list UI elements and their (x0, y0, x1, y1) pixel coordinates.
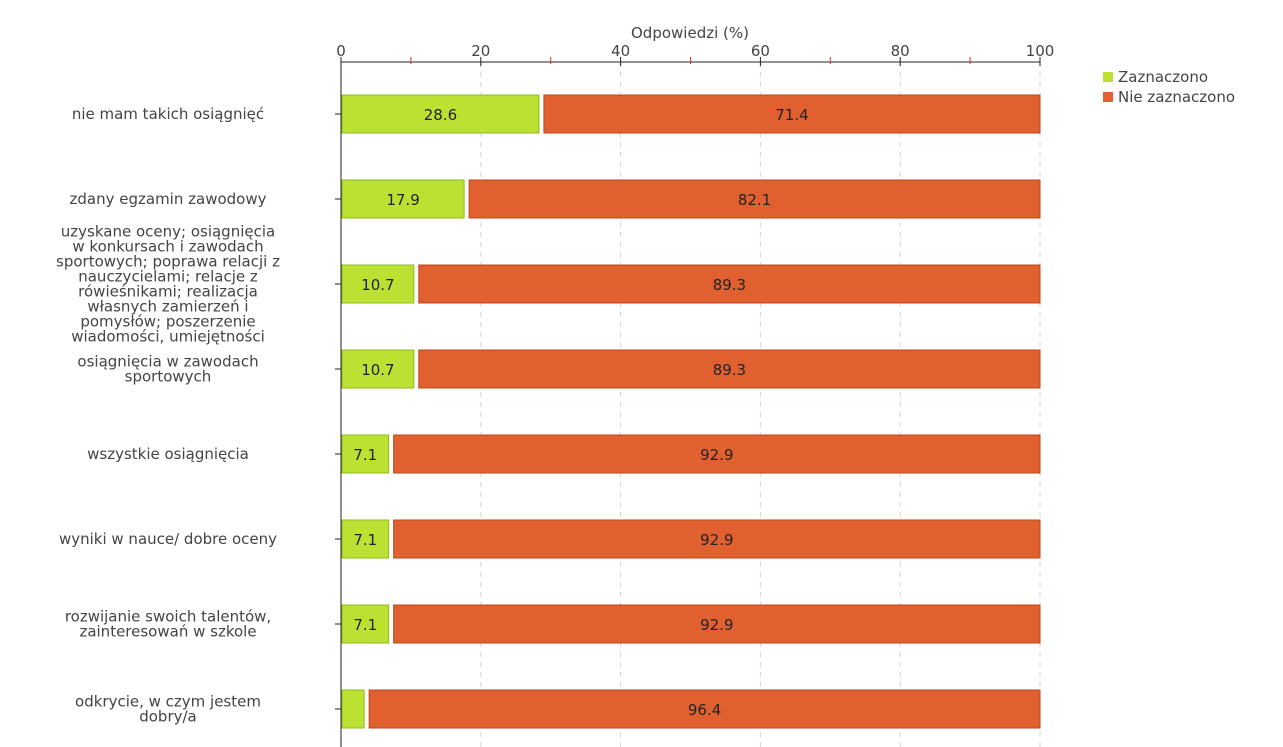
category-label-line: dobry/a (139, 708, 197, 726)
category-label: wszystkie osiągnięcia (87, 445, 249, 463)
category-label-line: w konkursach i zawodach (72, 238, 263, 256)
bar-nie-zaznaczono (393, 519, 1041, 559)
category-label-line: zdany egzamin zawodowy (70, 190, 267, 208)
bar-data-label: 17.9 (386, 191, 419, 209)
bar-nie-zaznaczono (468, 179, 1041, 219)
bar-nie-zaznaczono (368, 689, 1041, 729)
bar-data-label: 7.1 (353, 446, 377, 464)
bar-nie-zaznaczono (543, 94, 1041, 134)
bar-nie-zaznaczono (393, 604, 1041, 644)
category-label-line: pomysłów; poszerzenie (80, 313, 255, 331)
category-label: nie mam takich osiągnięć (72, 105, 264, 123)
category-label-line: własnych zamierzeń i (87, 298, 248, 316)
bar-zaznaczono (341, 604, 390, 644)
bar-zaznaczono (341, 349, 415, 389)
category-labels: nie mam takich osiągnięć zdany egzamin za… (56, 105, 280, 726)
x-tick-label: 60 (751, 42, 770, 60)
category-label: uzyskane oceny; osiągnięcia w konkursach … (56, 223, 280, 346)
x-tick-label: 0 (336, 42, 346, 60)
bar-zaznaczono (341, 179, 465, 219)
category-label: zdany egzamin zawodowy (70, 190, 267, 208)
bar-data-label: 7.1 (353, 616, 377, 634)
x-axis: 0 20 40 60 80 100 (335, 42, 1054, 747)
bar-data-label: 7.1 (353, 531, 377, 549)
bar-nie-zaznaczono (418, 264, 1041, 304)
bar-data-label: 92.9 (700, 446, 733, 464)
category-label-line: wszystkie osiągnięcia (87, 445, 249, 463)
bar-data-label: 89.3 (713, 361, 746, 379)
bar-data-label: 92.9 (700, 616, 733, 634)
bar-nie-zaznaczono (393, 434, 1041, 474)
bar-data-label: 89.3 (713, 276, 746, 294)
legend-entry: Zaznaczono (1118, 68, 1208, 86)
bar-data-label: 96.4 (688, 701, 721, 719)
bar-data-label: 10.7 (361, 276, 394, 294)
category-label-line: rówieśnikami; realizacja (78, 283, 258, 301)
bar-data-label: 71.4 (775, 106, 808, 124)
x-axis-title: Odpowiedzi (%) (631, 24, 749, 42)
legend-swatch (1103, 92, 1113, 102)
grid-lines (480, 62, 1041, 747)
category-label-line: wiadomości, umiejętności (71, 328, 265, 346)
category-label-line: odkrycie, w czym jestem (75, 693, 261, 711)
category-label-line: nauczycielami; relacje z (78, 268, 258, 286)
bar-data-label: 28.6 (424, 106, 457, 124)
legend-entry: Nie zaznaczono (1118, 88, 1235, 106)
category-label-line: wyniki w nauce/ dobre oceny (59, 530, 277, 548)
legend-swatch (1103, 72, 1113, 82)
category-label: odkrycie, w czym jestem dobry/a (75, 693, 261, 726)
bar-zaznaczono (341, 264, 415, 304)
bar-nie-zaznaczono (418, 349, 1041, 389)
bar-zaznaczono (341, 689, 365, 729)
bar-zaznaczono (341, 519, 390, 559)
bars: 28.6 71.4 17.9 82.1 10.7 89.3 10.7 89.3 7.1 92.9 7… (341, 94, 1041, 729)
category-label-line: rozwijanie swoich talentów, (65, 608, 271, 626)
x-tick-label: 100 (1026, 42, 1055, 60)
bar-zaznaczono (341, 94, 540, 134)
legend: Zaznaczono Nie zaznaczono (1103, 68, 1235, 106)
category-label-line: sportowych (125, 368, 212, 386)
category-label: osiągnięcia w zawodach sportowych (77, 353, 258, 386)
category-label-line: uzyskane oceny; osiągnięcia (61, 223, 275, 241)
bar-data-label: 92.9 (700, 531, 733, 549)
bar-data-label: 82.1 (738, 191, 771, 209)
bar-data-label: 10.7 (361, 361, 394, 379)
x-tick-label: 80 (891, 42, 910, 60)
category-label-line: nie mam takich osiągnięć (72, 105, 264, 123)
category-label-line: zainteresowań w szkole (79, 623, 256, 641)
bar-zaznaczono (341, 434, 390, 474)
x-tick-label: 20 (471, 42, 490, 60)
category-label: rozwijanie swoich talentów, zainteresowań… (65, 608, 271, 641)
x-tick-label: 40 (611, 42, 630, 60)
category-label-line: sportowych; poprawa relacji z (56, 253, 280, 271)
category-label-line: osiągnięcia w zawodach (77, 353, 258, 371)
category-label: wyniki w nauce/ dobre oceny (59, 530, 277, 548)
